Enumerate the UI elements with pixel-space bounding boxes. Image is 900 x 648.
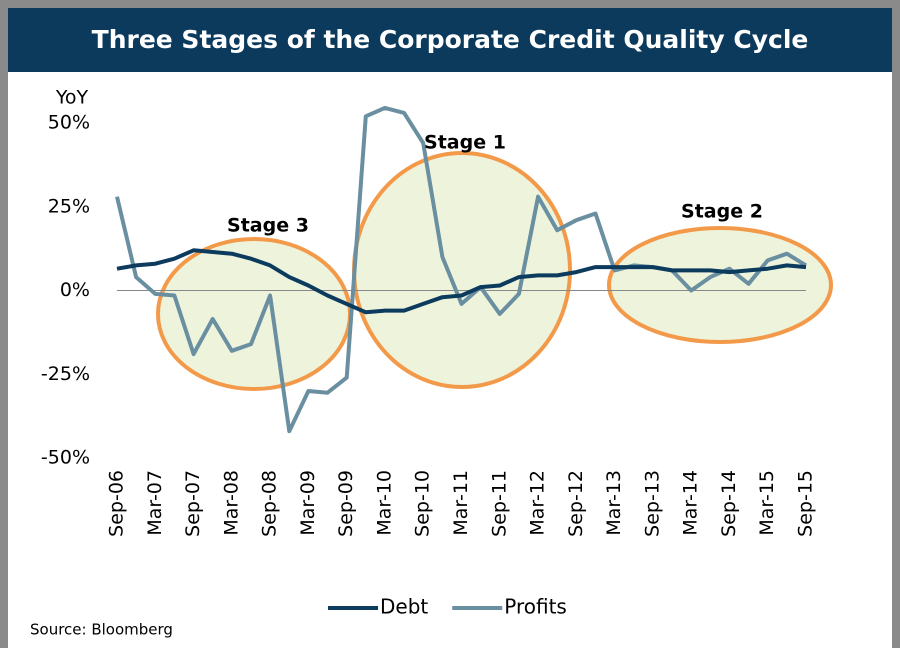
x-tick-label: Mar-09 [297, 470, 319, 536]
source: Source: Bloomberg [30, 621, 173, 639]
y-axis-label: YoY [55, 87, 89, 109]
x-tick-label: Sep-09 [335, 470, 357, 537]
y-tick-label: -50% [41, 447, 90, 469]
chart-title: Three Stages of the Corporate Credit Qua… [92, 25, 809, 54]
x-tick-label: Mar-07 [144, 470, 166, 536]
annotation: Stage 3 [227, 215, 309, 237]
x-tick-label: Sep-10 [412, 470, 434, 537]
legend: Debt Profits [328, 595, 567, 619]
x-tick-label: Sep-12 [565, 470, 587, 537]
x-tick-label: Sep-08 [259, 470, 281, 537]
x-tick-label: Mar-11 [450, 470, 472, 536]
legend-label: Profits [504, 595, 567, 619]
x-tick-label: Mar-08 [220, 470, 242, 536]
x-tick-label: Mar-10 [373, 470, 395, 536]
legend-label: Debt [380, 595, 428, 619]
annotation: Stage 1 [424, 132, 506, 154]
annotation: Stage 2 [681, 201, 763, 223]
line-series [115, 105, 808, 434]
y-tick-label: 25% [48, 195, 90, 217]
stage-ellipse [607, 226, 833, 344]
line-series [116, 248, 807, 315]
y-tick-label: -25% [41, 363, 90, 385]
x-tick-label: Mar-12 [527, 470, 549, 536]
x-tick-label: Sep-11 [488, 470, 510, 537]
plot: 50% 25% 0% -25% -50% Sep-06 Mar-07 Sep-07 Mar-08… [41, 105, 817, 537]
x-tick-label: Sep-14 [718, 470, 740, 537]
x-tick-label: Sep-06 [106, 470, 128, 537]
x-tick-label: Sep-13 [641, 470, 663, 537]
x-tick-label: Mar-13 [603, 470, 625, 536]
x-tick-label: Sep-07 [182, 470, 204, 537]
y-tick-label: 50% [48, 112, 90, 134]
stage-ellipse [352, 151, 572, 389]
title-bar [8, 8, 892, 72]
y-tick-label: 0% [60, 279, 90, 301]
x-tick-label: Sep-15 [795, 470, 817, 537]
annotation-labels: Stage 3 Stage 1 Stage 2 [227, 132, 763, 237]
x-tick-label: Mar-15 [756, 470, 778, 536]
x-tick-label: Mar-14 [680, 470, 702, 536]
